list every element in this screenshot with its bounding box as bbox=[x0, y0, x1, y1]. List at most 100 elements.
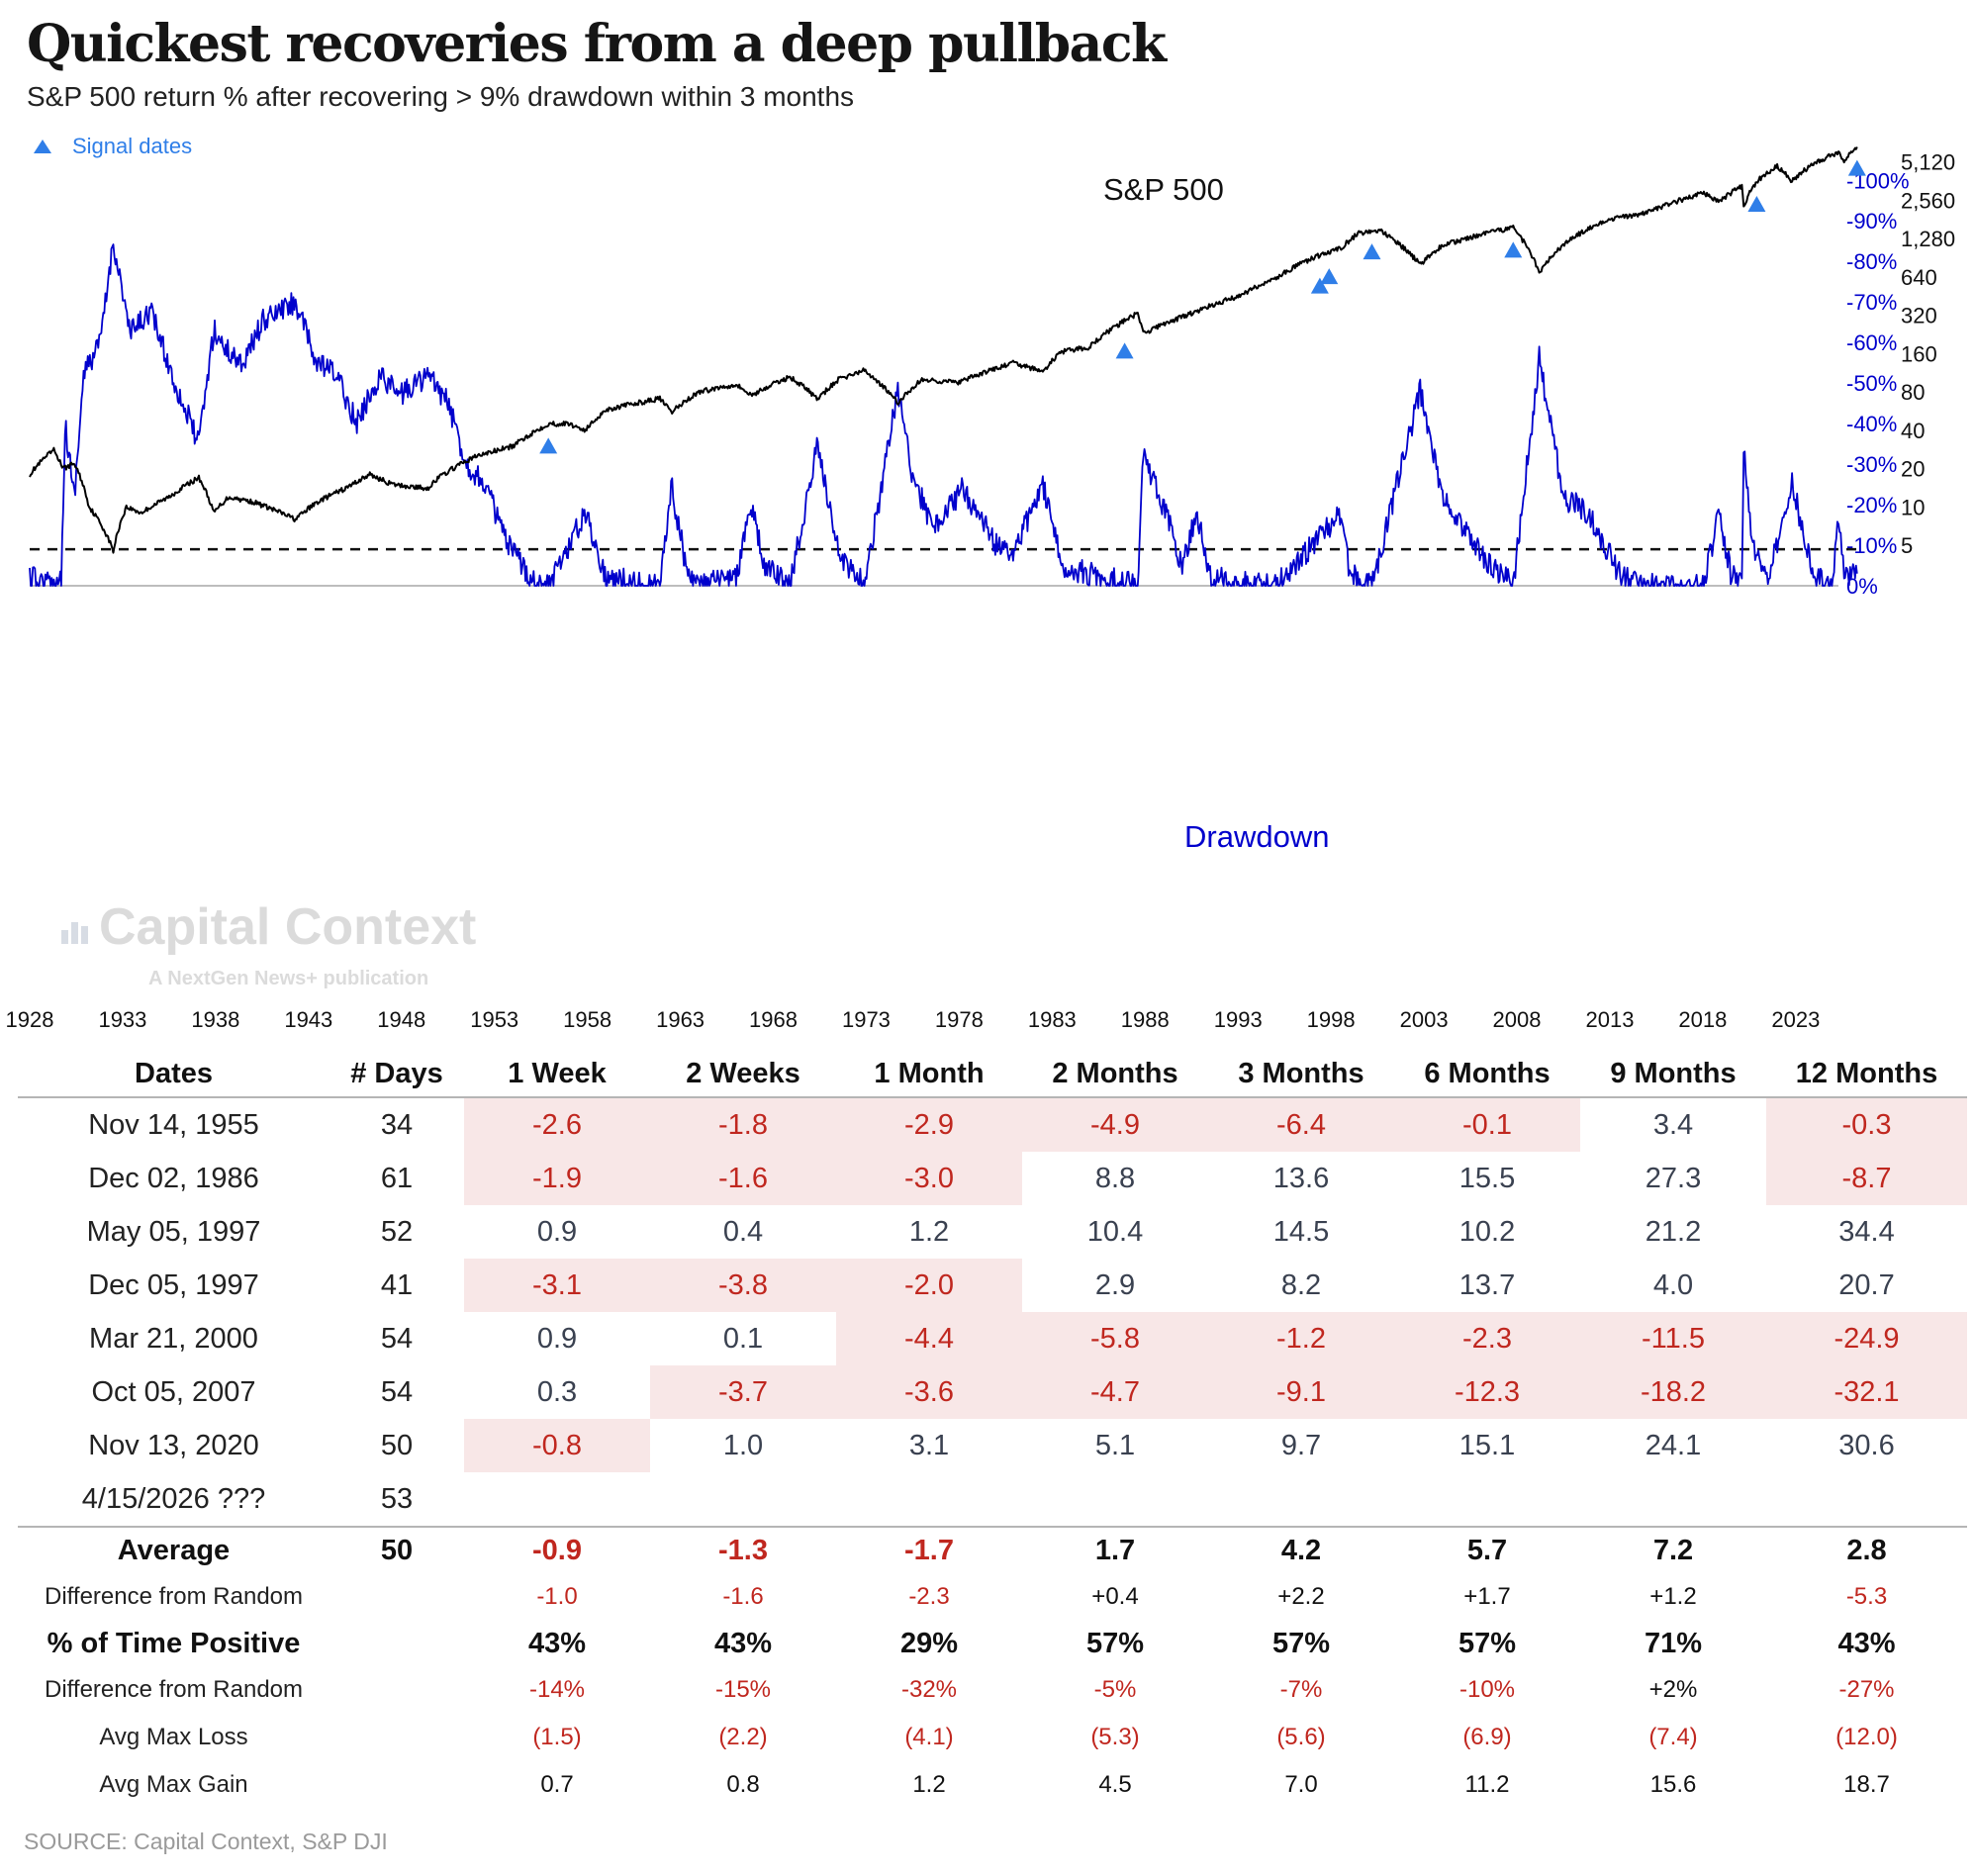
return-cell: 2.9 bbox=[1094, 1268, 1136, 1301]
return-cell: -4.4 bbox=[836, 1312, 1022, 1365]
summary-value: 43% bbox=[1837, 1627, 1896, 1659]
return-cell: 3.1 bbox=[908, 1429, 950, 1461]
return-cell: -1.2 bbox=[1208, 1312, 1394, 1365]
table-header-row: Dates # Days 1 Week 2 Weeks 1 Month 2 Mo… bbox=[18, 1051, 1967, 1098]
summary-value: 15.6 bbox=[1649, 1771, 1697, 1798]
summary-value: 7.0 bbox=[1284, 1771, 1318, 1798]
drawdown-y-tick-label: -50% bbox=[1846, 371, 1897, 396]
summary-value: 57% bbox=[1271, 1627, 1331, 1659]
row-date: Nov 13, 2020 bbox=[88, 1429, 259, 1461]
row-days: 41 bbox=[380, 1268, 414, 1301]
col-header-dates: Dates bbox=[18, 1051, 329, 1098]
return-cell: -32.1 bbox=[1766, 1365, 1967, 1419]
summary-value: -10% bbox=[1458, 1676, 1516, 1703]
summary-label: % of Time Positive bbox=[47, 1627, 301, 1659]
return-cell: 0.1 bbox=[722, 1322, 764, 1355]
row-days: 61 bbox=[380, 1162, 414, 1194]
summary-days bbox=[329, 1761, 464, 1809]
table-row: Dec 05, 1997 41 -3.1 -3.8 -2.0 2.9 8.2 13.7 4.0 2… bbox=[18, 1259, 1967, 1312]
table-row: Nov 14, 1955 34 -2.6 -1.8 -2.9 -4.9 -6.4 -0.1 3.… bbox=[18, 1097, 1967, 1152]
return-cell: -3.6 bbox=[836, 1365, 1022, 1419]
page-subtitle: S&P 500 return % after recovering > 9% d… bbox=[27, 81, 855, 112]
return-cell: -3.0 bbox=[836, 1152, 1022, 1205]
returns-table: Dates # Days 1 Week 2 Weeks 1 Month 2 Mo… bbox=[18, 1051, 1967, 1809]
summary-value: (4.1) bbox=[904, 1724, 954, 1750]
x-tick-label: 2023 bbox=[1771, 1007, 1820, 1032]
summary-value: (2.2) bbox=[718, 1724, 768, 1750]
x-tick-label: 1928 bbox=[6, 1007, 54, 1032]
summary-value: -27% bbox=[1838, 1676, 1895, 1703]
return-cell bbox=[464, 1472, 650, 1527]
returns-table-wrap: Dates # Days 1 Week 2 Weeks 1 Month 2 Mo… bbox=[18, 1051, 1967, 1809]
summary-value: 18.7 bbox=[1843, 1771, 1890, 1798]
col-header-6m: 6 Months bbox=[1394, 1051, 1580, 1098]
return-cell: 5.1 bbox=[1094, 1429, 1136, 1461]
return-cell: -18.2 bbox=[1580, 1365, 1766, 1419]
row-days: 54 bbox=[380, 1375, 414, 1408]
return-cell: 13.7 bbox=[1458, 1268, 1516, 1301]
summary-days bbox=[329, 1573, 464, 1621]
col-header-9m: 9 Months bbox=[1580, 1051, 1766, 1098]
summary-value: 43% bbox=[713, 1627, 773, 1659]
return-cell: 24.1 bbox=[1645, 1429, 1702, 1461]
row-date: Oct 05, 2007 bbox=[91, 1375, 256, 1408]
return-cell: 14.5 bbox=[1272, 1215, 1330, 1248]
price-y-tick-label: 2,560 bbox=[1901, 188, 1955, 213]
summary-label: Difference from Random bbox=[45, 1676, 303, 1703]
drawdown-series-label: Drawdown bbox=[1184, 819, 1329, 854]
price-y-tick-label: 5 bbox=[1901, 533, 1913, 558]
return-cell: 15.1 bbox=[1458, 1429, 1516, 1461]
return-cell: 15.5 bbox=[1458, 1162, 1516, 1194]
price-y-tick-label: 640 bbox=[1901, 265, 1937, 290]
summary-value: (12.0) bbox=[1835, 1724, 1898, 1750]
summary-value: 1.2 bbox=[912, 1771, 946, 1798]
return-cell: -5.8 bbox=[1022, 1312, 1208, 1365]
signal-marker bbox=[1115, 342, 1134, 359]
summary-value: 1.7 bbox=[1022, 1526, 1208, 1573]
return-cell: -0.3 bbox=[1766, 1097, 1967, 1152]
return-cell: -8.7 bbox=[1766, 1152, 1967, 1205]
summary-value: 57% bbox=[1458, 1627, 1517, 1659]
summary-row-diff-pct: Difference from Random -14% -15% -32% -5% -7%… bbox=[18, 1666, 1967, 1714]
summary-row-diff-avg: Difference from Random -1.0 -1.6 -2.3 +0.4 +2… bbox=[18, 1573, 1967, 1621]
col-header-1m: 1 Month bbox=[836, 1051, 1022, 1098]
source-note: SOURCE: Capital Context, S&P DJI bbox=[24, 1829, 388, 1854]
signal-marker bbox=[1310, 277, 1329, 294]
summary-value: +1.7 bbox=[1463, 1583, 1511, 1610]
summary-value: 43% bbox=[527, 1627, 587, 1659]
return-cell: 0.3 bbox=[536, 1375, 578, 1408]
page-title: Quickest recoveries from a deep pullback bbox=[27, 14, 1167, 74]
summary-value: 7.2 bbox=[1580, 1526, 1766, 1573]
drawdown-line bbox=[29, 243, 1858, 587]
col-header-12m: 12 Months bbox=[1766, 1051, 1967, 1098]
price-y-tick-label: 1,280 bbox=[1901, 227, 1955, 251]
drawdown-y-tick-label: -90% bbox=[1846, 209, 1897, 234]
x-tick-label: 2003 bbox=[1400, 1007, 1449, 1032]
watermark: Capital Context A NextGen News+ publicat… bbox=[61, 898, 476, 989]
return-cell: -11.5 bbox=[1580, 1312, 1766, 1365]
summary-value: 2.8 bbox=[1766, 1526, 1967, 1573]
summary-value: +1.2 bbox=[1649, 1583, 1697, 1610]
summary-value: (5.3) bbox=[1090, 1724, 1140, 1750]
watermark-bar bbox=[61, 930, 68, 944]
price-y-tick-label: 80 bbox=[1901, 380, 1925, 405]
return-cell: 3.4 bbox=[1652, 1108, 1694, 1141]
summary-value: 57% bbox=[1085, 1627, 1145, 1659]
return-cell: -2.6 bbox=[464, 1097, 650, 1152]
summary-value: +2% bbox=[1648, 1676, 1698, 1703]
summary-value: -0.9 bbox=[464, 1526, 650, 1573]
return-cell: 8.2 bbox=[1280, 1268, 1322, 1301]
x-tick-label: 1958 bbox=[563, 1007, 611, 1032]
row-date: Dec 05, 1997 bbox=[88, 1268, 259, 1301]
table-row: Dec 02, 1986 61 -1.9 -1.6 -3.0 8.8 13.6 15.5 27.… bbox=[18, 1152, 1967, 1205]
table-row: 4/15/2026 ??? 53 bbox=[18, 1472, 1967, 1527]
summary-days: 50 bbox=[329, 1526, 464, 1573]
return-cell: -1.6 bbox=[650, 1152, 836, 1205]
return-cell: -6.4 bbox=[1208, 1097, 1394, 1152]
return-cell: 10.4 bbox=[1086, 1215, 1144, 1248]
summary-value: +2.2 bbox=[1277, 1583, 1325, 1610]
row-days: 52 bbox=[380, 1215, 414, 1248]
summary-value: +0.4 bbox=[1091, 1583, 1139, 1610]
chart-area: Capital Context A NextGen News+ publicat… bbox=[6, 134, 1956, 1032]
return-cell: -3.8 bbox=[650, 1259, 836, 1312]
